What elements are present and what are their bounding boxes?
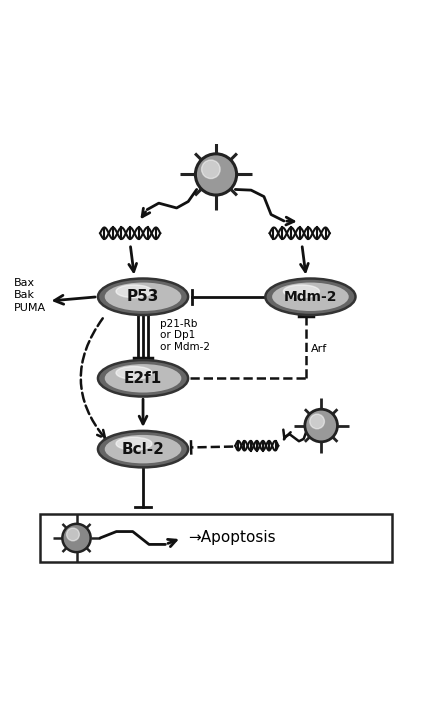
Ellipse shape xyxy=(116,285,152,298)
Ellipse shape xyxy=(98,431,188,467)
Ellipse shape xyxy=(283,285,319,298)
Text: Mdm-2: Mdm-2 xyxy=(284,290,337,304)
Circle shape xyxy=(305,409,337,442)
Ellipse shape xyxy=(98,279,188,315)
Text: Bax
Bak
PUMA: Bax Bak PUMA xyxy=(14,278,46,313)
Text: Arf: Arf xyxy=(311,344,327,354)
Text: Bcl-2: Bcl-2 xyxy=(121,442,165,457)
Circle shape xyxy=(67,528,79,541)
Text: E2f1: E2f1 xyxy=(124,370,162,386)
Circle shape xyxy=(202,160,220,179)
Text: p21-Rb
or Dp1
or Mdm-2: p21-Rb or Dp1 or Mdm-2 xyxy=(160,319,210,352)
Ellipse shape xyxy=(98,360,188,396)
Ellipse shape xyxy=(116,366,152,379)
Circle shape xyxy=(310,414,324,429)
Ellipse shape xyxy=(105,435,181,463)
Circle shape xyxy=(195,154,237,195)
Circle shape xyxy=(62,524,91,552)
Ellipse shape xyxy=(265,279,356,315)
Ellipse shape xyxy=(105,364,181,393)
Ellipse shape xyxy=(116,437,152,450)
Ellipse shape xyxy=(105,283,181,311)
Text: P53: P53 xyxy=(127,289,159,304)
Ellipse shape xyxy=(272,283,349,311)
FancyBboxPatch shape xyxy=(40,514,392,561)
Text: →Apoptosis: →Apoptosis xyxy=(188,531,276,546)
